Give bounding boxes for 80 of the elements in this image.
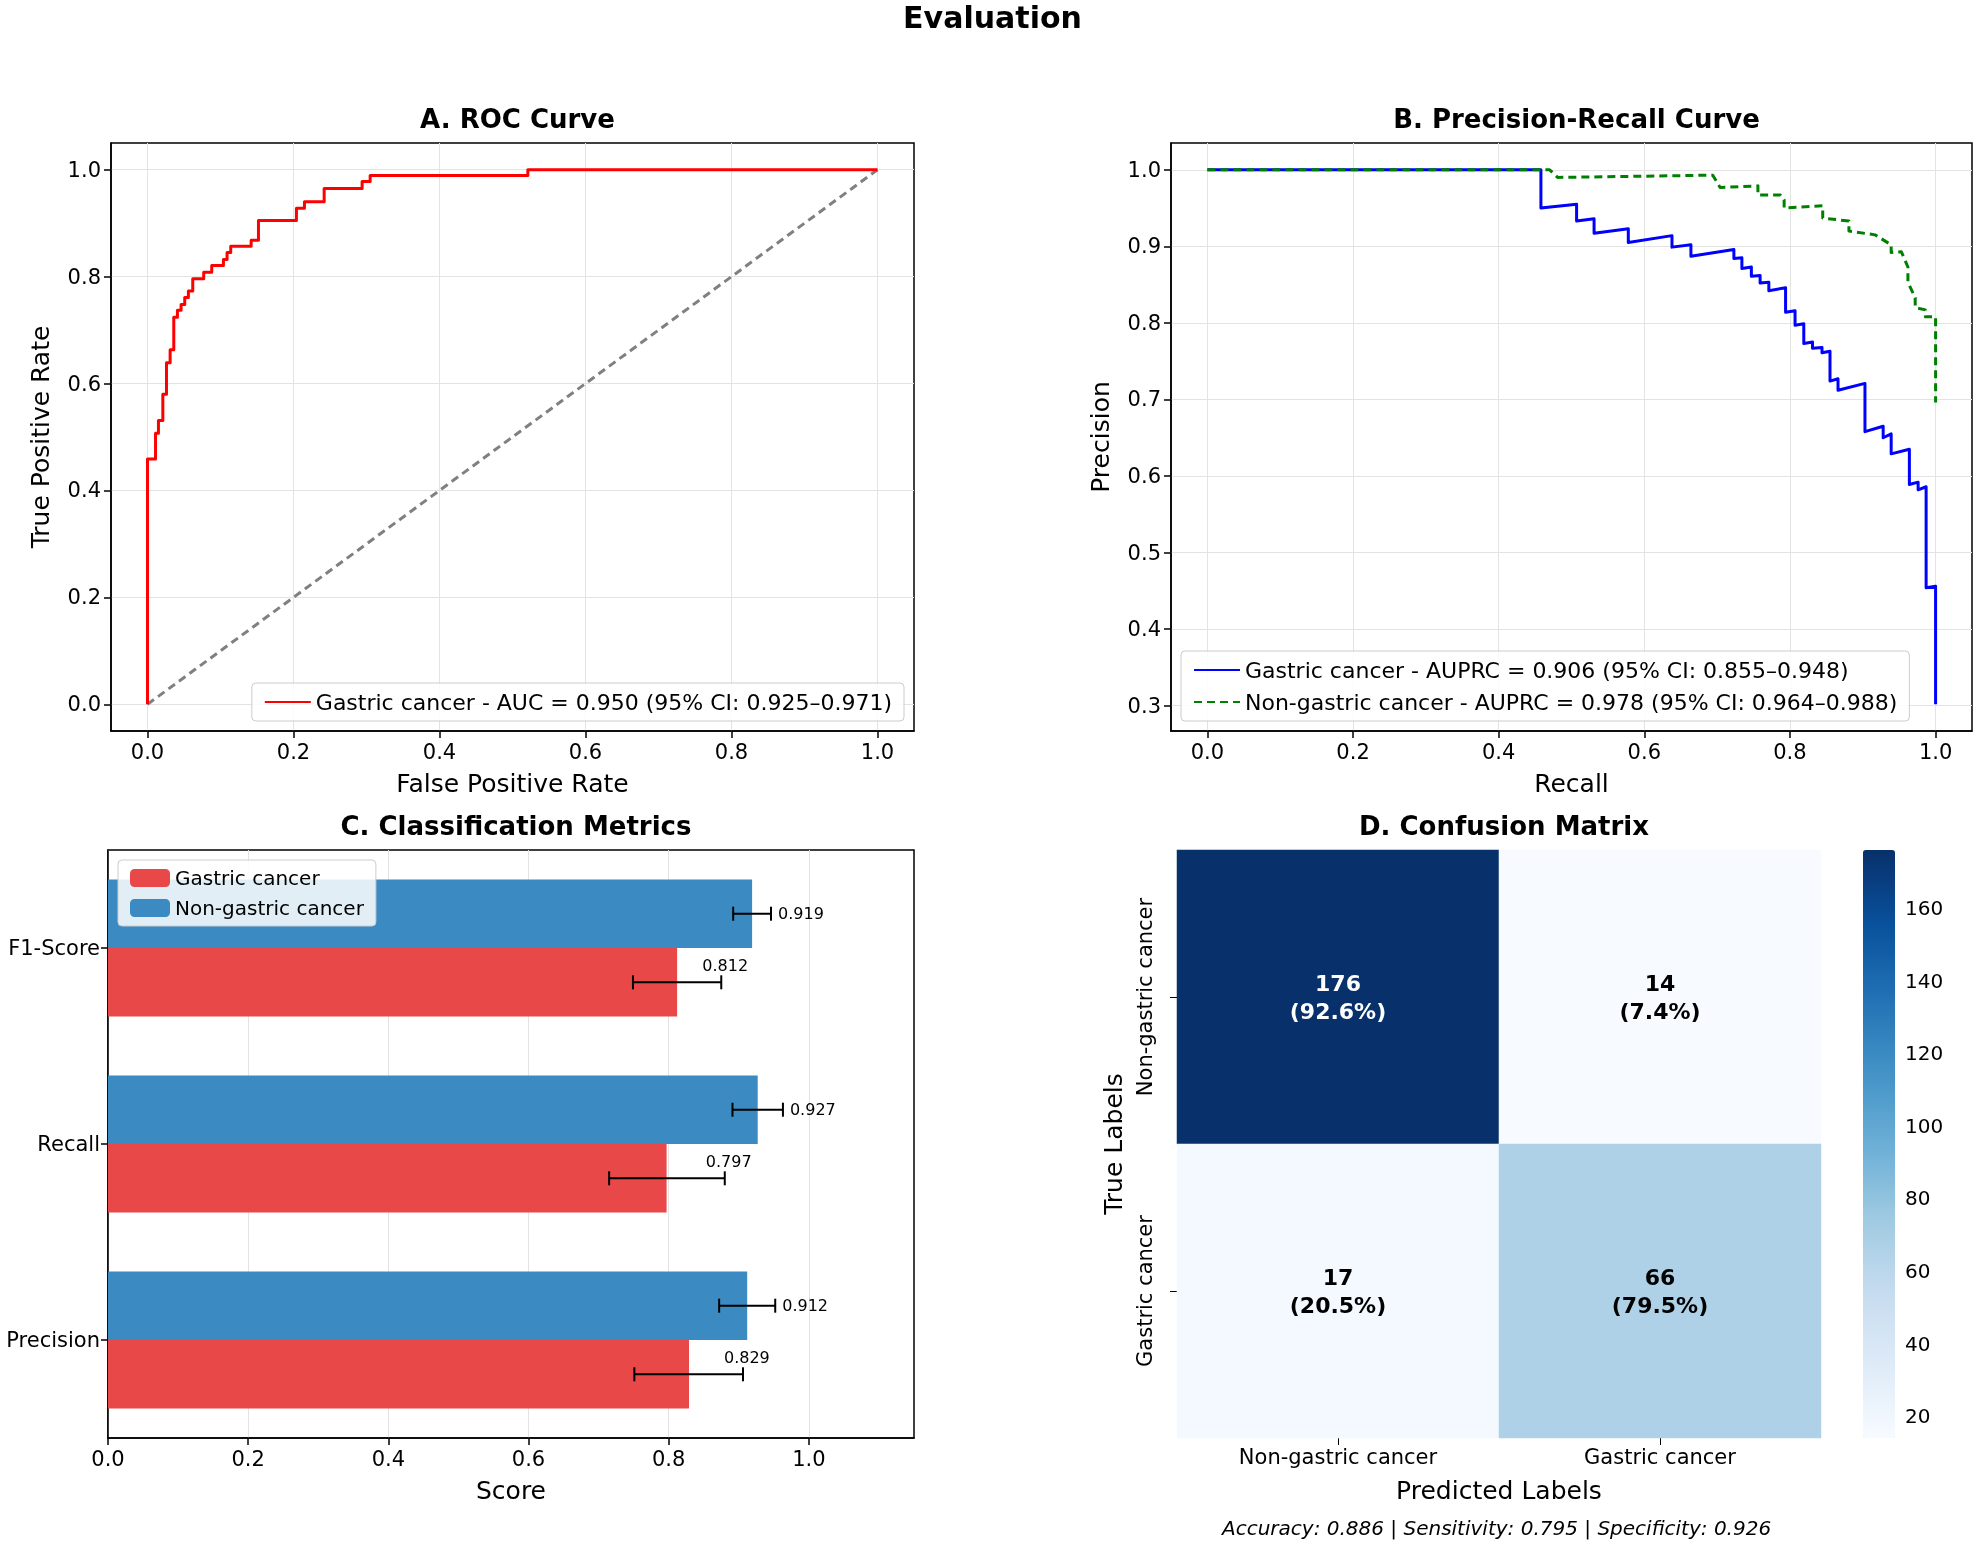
data-label: 0.797: [705, 1151, 752, 1171]
color-bar-label: 140: [1905, 968, 1944, 993]
y-tick-label: Non-gastric cancer: [1132, 897, 1157, 1097]
data-label: 66 (79.5%): [1611, 1264, 1709, 1318]
bar: [108, 1144, 667, 1213]
color-bar-label: 40: [1905, 1331, 1931, 1356]
x-tick-label: 0.2: [276, 739, 311, 764]
y-axis-title: True Positive Rate: [26, 325, 55, 550]
bar: [108, 1075, 758, 1144]
text: Accuracy: 0.886 | Sensitivity: 0.795 | Specificity: 0.926: [1220, 1516, 1772, 1540]
x-tick-label: 0.4: [1481, 739, 1516, 764]
y-tick-label: 0.6: [1127, 464, 1161, 489]
data-label: 0.812: [702, 955, 749, 975]
x-tick-label: 0.8: [651, 1446, 686, 1471]
y-tick-label: 0.4: [1127, 617, 1161, 642]
data-label: 0.919: [778, 904, 824, 924]
x-tick-label: 1.0: [1918, 739, 1953, 764]
x-tick-label: 0.6: [511, 1446, 546, 1471]
y-axis-title: True Labels: [1099, 1073, 1129, 1216]
y-tick-label: Gastric cancer: [1132, 1214, 1157, 1367]
y-tick-label: 1.0: [1127, 157, 1161, 182]
chart-title: A. ROC Curve: [420, 104, 615, 134]
chart-title: C. Classification Metrics: [340, 811, 692, 841]
y-tick-label: 0.5: [1127, 540, 1161, 565]
x-tick-label: 0.0: [1190, 739, 1225, 764]
color-bar-label: 80: [1905, 1186, 1931, 1211]
data-label: 0.829: [723, 1347, 770, 1367]
bar: [108, 948, 678, 1017]
x-tick-label: 0.4: [422, 739, 457, 764]
x-tick-label: 0.6: [568, 739, 603, 764]
x-tick-label: 0.0: [130, 739, 165, 764]
x-tick-label: 0.8: [1773, 739, 1807, 764]
data-label: 17 (20.5%): [1289, 1264, 1387, 1318]
legend-label: Non-gastric cancer: [175, 896, 365, 920]
color-bar-label: 160: [1905, 896, 1944, 921]
y-tick-label: 0.7: [1127, 387, 1161, 412]
x-tick-label: 1.0: [860, 739, 895, 764]
legend-label: Gastric cancer: [175, 866, 321, 890]
x-tick-label: 0.4: [371, 1446, 406, 1471]
text: Evaluation: [903, 0, 1082, 35]
color-bar-label: 120: [1905, 1041, 1944, 1066]
x-tick-label: 0.2: [231, 1446, 265, 1471]
chart-title: D. Confusion Matrix: [1359, 811, 1650, 841]
data-label: 0.912: [782, 1296, 829, 1316]
y-tick-label: 0.2: [67, 585, 101, 610]
x-tick-label: Non-gastric cancer: [1238, 1444, 1438, 1469]
x-axis-title: False Positive Rate: [396, 769, 629, 798]
legend-label: Gastric cancer - AUC = 0.950 (95% CI: 0.925–0.971): [315, 689, 892, 715]
color-bar-label: 60: [1905, 1259, 1931, 1284]
y-tick-label: Recall: [37, 1132, 100, 1156]
x-tick-label: 0.6: [1627, 739, 1662, 764]
legend-label: Gastric cancer - AUPRC = 0.906 (95% CI: 0.855–0.948): [1245, 657, 1849, 683]
x-tick-label: Gastric cancer: [1584, 1444, 1737, 1469]
y-tick-label: 0.6: [67, 371, 101, 396]
chart-title: B. Precision-Recall Curve: [1393, 104, 1760, 134]
y-tick-label: 0.8: [67, 264, 101, 289]
x-axis-title: Predicted Labels: [1396, 1476, 1602, 1505]
y-tick-label: Precision: [6, 1328, 100, 1352]
color-bar-label: 20: [1905, 1404, 1931, 1429]
x-axis-title: Score: [475, 1476, 547, 1505]
y-tick-label: F1-Score: [8, 936, 100, 960]
data-label: 0.927: [789, 1100, 836, 1120]
y-tick-label: 1.0: [67, 157, 101, 182]
x-axis-title: Recall: [1534, 769, 1609, 798]
legend-label: Non-gastric cancer - AUPRC = 0.978 (95% CI: 0.964–0.988): [1245, 689, 1898, 715]
data-label: 176 (92.6%): [1289, 970, 1387, 1024]
y-tick-label: 0.8: [1127, 310, 1161, 335]
x-tick-label: 0.0: [91, 1446, 125, 1471]
x-tick-label: 0.2: [1336, 739, 1370, 764]
data-label: 14 (7.4%): [1619, 970, 1701, 1024]
bar: [108, 1340, 690, 1409]
y-tick-label: 0.3: [1127, 693, 1161, 718]
y-tick-label: 0.9: [1127, 234, 1161, 259]
line-series: [1205, 168, 1938, 405]
y-tick-label: 0.4: [67, 478, 101, 503]
x-tick-label: 1.0: [792, 1446, 826, 1471]
x-tick-label: 0.8: [714, 739, 749, 764]
y-tick-label: 0.0: [67, 692, 101, 717]
color-bar-label: 100: [1905, 1113, 1944, 1138]
bar: [108, 1271, 748, 1340]
